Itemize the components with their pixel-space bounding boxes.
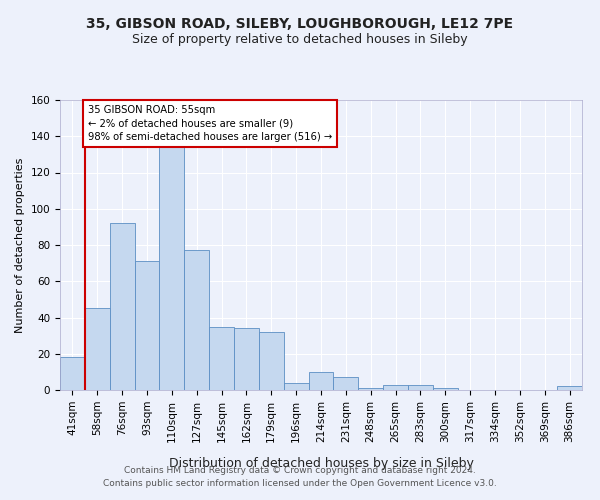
Bar: [110, 223, 134, 390]
Bar: [85, 308, 110, 390]
Bar: [358, 388, 383, 390]
Bar: [234, 328, 259, 390]
Bar: [60, 358, 85, 390]
Bar: [308, 372, 334, 390]
Bar: [433, 388, 458, 390]
Bar: [259, 332, 284, 390]
Bar: [334, 378, 358, 390]
Text: Size of property relative to detached houses in Sileby: Size of property relative to detached ho…: [132, 32, 468, 46]
Bar: [184, 250, 209, 390]
Bar: [134, 262, 160, 390]
Text: 35, GIBSON ROAD, SILEBY, LOUGHBOROUGH, LE12 7PE: 35, GIBSON ROAD, SILEBY, LOUGHBOROUGH, L…: [86, 18, 514, 32]
Bar: [557, 386, 582, 390]
Bar: [284, 383, 308, 390]
Bar: [408, 384, 433, 390]
Bar: [383, 384, 408, 390]
Bar: [209, 326, 234, 390]
Bar: [160, 147, 184, 390]
Text: Contains HM Land Registry data © Crown copyright and database right 2024.
Contai: Contains HM Land Registry data © Crown c…: [103, 466, 497, 487]
Y-axis label: Number of detached properties: Number of detached properties: [15, 158, 25, 332]
Text: 35 GIBSON ROAD: 55sqm
← 2% of detached houses are smaller (9)
98% of semi-detach: 35 GIBSON ROAD: 55sqm ← 2% of detached h…: [88, 106, 332, 142]
Text: Distribution of detached houses by size in Sileby: Distribution of detached houses by size …: [169, 458, 473, 470]
